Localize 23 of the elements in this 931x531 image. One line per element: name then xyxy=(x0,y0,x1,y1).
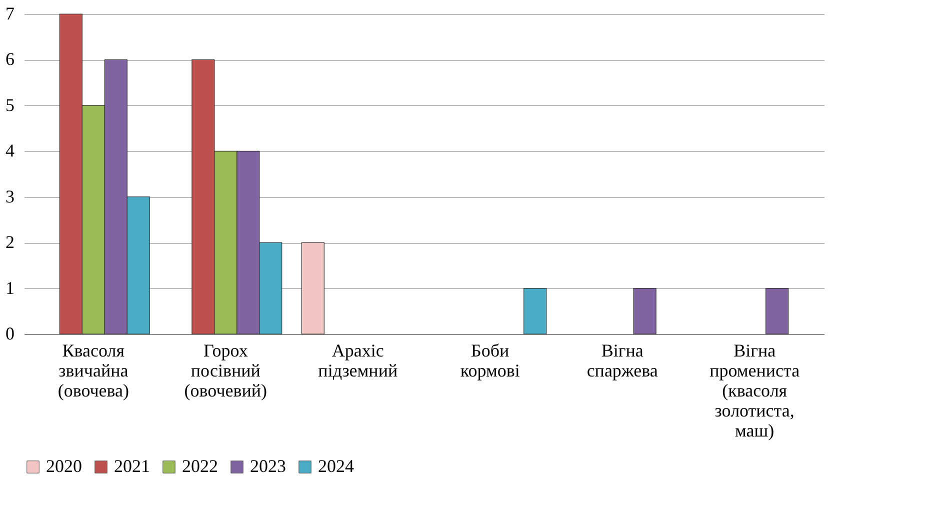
legend-label: 2020 xyxy=(46,456,82,476)
bar xyxy=(766,288,789,334)
y-tick-label: 6 xyxy=(6,49,14,70)
legend-label: 2023 xyxy=(250,456,286,476)
x-tick-label: Вігна промениста (квасоля золотиста, маш) xyxy=(710,340,800,440)
y-tick-label: 7 xyxy=(6,4,14,24)
y-tick-label: 2 xyxy=(6,232,14,252)
x-tick-label: Боби кормові xyxy=(460,340,520,380)
y-tick-label: 3 xyxy=(6,186,14,206)
bar xyxy=(633,288,656,334)
x-tick-label: Квасоля звичайна (овочева) xyxy=(58,340,130,400)
y-tick-label: 0 xyxy=(6,324,14,344)
legend-label: 2024 xyxy=(318,456,354,476)
bar xyxy=(301,242,324,334)
y-tick-label: 4 xyxy=(6,140,14,161)
bar xyxy=(524,288,547,334)
x-tick-label: Горох посівний (овочевий) xyxy=(184,340,268,400)
x-tick-label: Арахіс підземний xyxy=(318,340,398,380)
y-tick-label: 1 xyxy=(6,278,14,298)
legend-label: 2022 xyxy=(182,456,218,476)
x-tick-label: Вігна спаржева xyxy=(586,340,658,380)
legend-label: 2021 xyxy=(114,456,150,476)
y-tick-label: 5 xyxy=(6,94,14,115)
